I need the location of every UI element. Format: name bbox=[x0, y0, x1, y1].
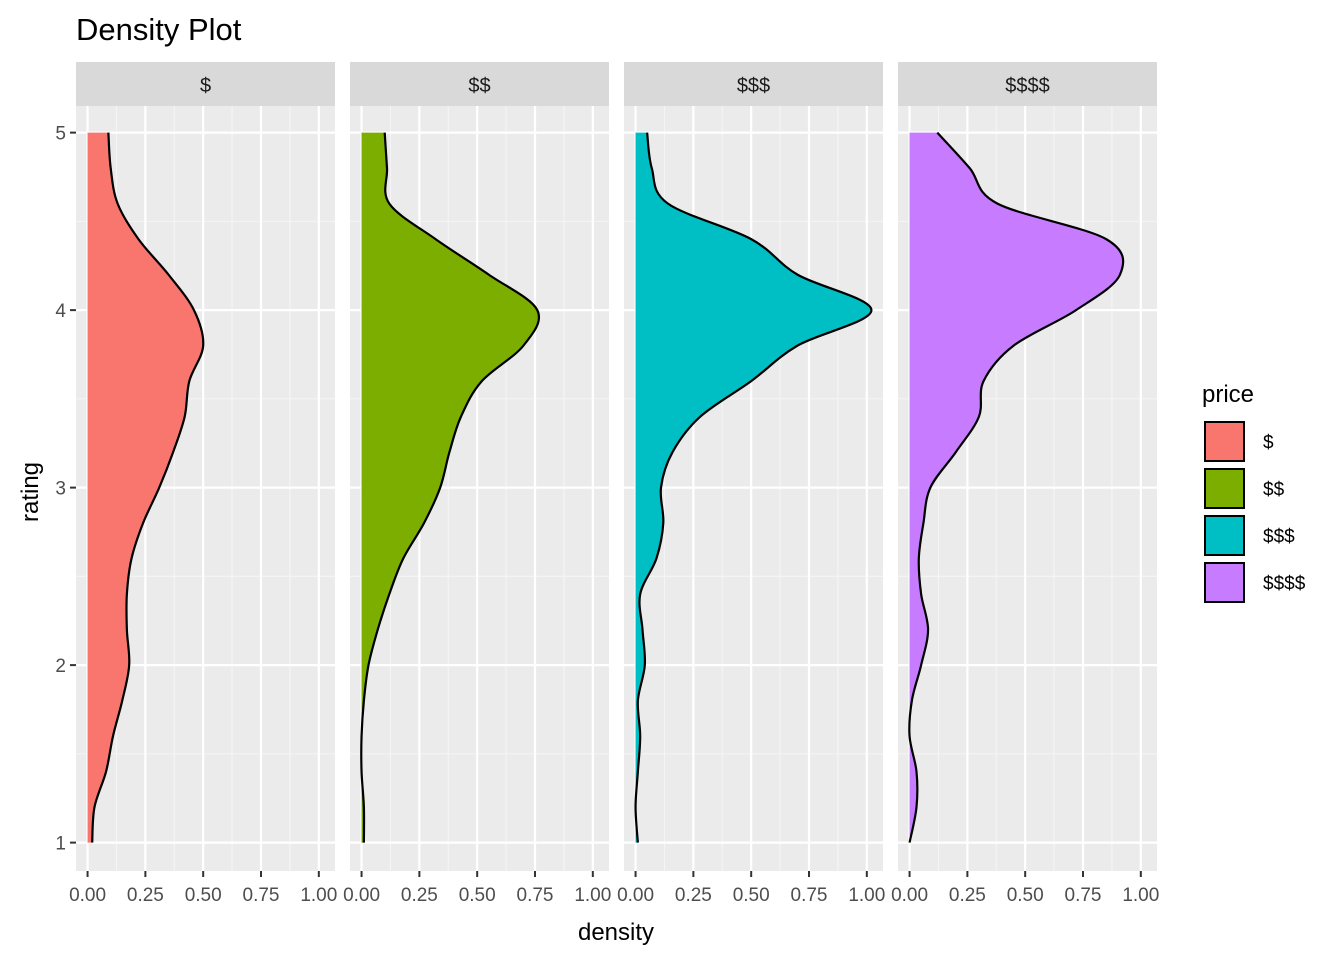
x-tick-label: 0.75 bbox=[1065, 885, 1102, 906]
x-tick-label: 0.75 bbox=[791, 885, 828, 906]
facet-strip-label: $$$$ bbox=[1005, 75, 1050, 97]
legend-title: price bbox=[1202, 381, 1254, 408]
density-area-3 bbox=[635, 132, 872, 843]
y-tick-label: 4 bbox=[55, 301, 66, 322]
y-tick-label: 1 bbox=[55, 834, 66, 855]
facet-strip bbox=[76, 62, 335, 106]
y-axis-title: rating bbox=[17, 462, 44, 522]
density-area-4 bbox=[909, 132, 1124, 843]
facet-panel-4: $$$$ 0.00 0.25 0.50 0.75 1.00 bbox=[891, 62, 1159, 906]
x-tick-label: 0.50 bbox=[1007, 885, 1044, 906]
x-tick-label: 1.00 bbox=[300, 885, 337, 906]
x-tick-label: 0.00 bbox=[69, 885, 106, 906]
x-tick-label: 0.25 bbox=[127, 885, 164, 906]
x-tick-label: 0.00 bbox=[617, 885, 654, 906]
x-tick-label: 0.50 bbox=[733, 885, 770, 906]
legend: price $$$$$$$$$$ bbox=[1202, 381, 1306, 603]
density-area-2 bbox=[361, 132, 539, 843]
x-tick-label: 0.25 bbox=[949, 885, 986, 906]
x-tick-label: 1.00 bbox=[848, 885, 885, 906]
facet-panels: $0.00 0.25 0.50 0.75 1.00 1 2 3 4 5 $$ 0.00 0.25 0.50… bbox=[55, 62, 1159, 906]
facet-strip bbox=[350, 62, 609, 106]
legend-label: $$$ bbox=[1263, 527, 1295, 548]
x-tick-label: 0.75 bbox=[517, 885, 554, 906]
x-tick-label: 1.00 bbox=[574, 885, 611, 906]
facet-strip bbox=[898, 62, 1157, 106]
x-axis-title: density bbox=[578, 919, 654, 946]
density-area-1 bbox=[87, 132, 204, 843]
y-tick-label: 3 bbox=[55, 479, 66, 500]
legend-swatch bbox=[1204, 515, 1245, 556]
legend-label: $$$$ bbox=[1263, 574, 1306, 595]
density-outline-3 bbox=[634, 132, 873, 843]
x-tick-label: 0.00 bbox=[343, 885, 380, 906]
x-tick-label: 0.00 bbox=[891, 885, 928, 906]
x-tick-label: 0.50 bbox=[459, 885, 496, 906]
legend-label: $ bbox=[1263, 433, 1274, 454]
legend-swatch bbox=[1204, 468, 1245, 509]
density-outline-4 bbox=[908, 131, 1125, 843]
facet-strip-label: $ bbox=[200, 75, 211, 97]
y-tick-label: 5 bbox=[55, 124, 66, 145]
legend-label: $$ bbox=[1263, 480, 1285, 501]
x-tick-label: 0.25 bbox=[401, 885, 438, 906]
facet-panel-2: $$ 0.00 0.25 0.50 0.75 1.00 bbox=[343, 62, 611, 906]
x-tick-label: 1.00 bbox=[1122, 885, 1159, 906]
chart-title: Density Plot bbox=[76, 12, 242, 47]
density-outline-1 bbox=[91, 132, 205, 843]
legend-swatch bbox=[1204, 421, 1245, 462]
legend-swatch bbox=[1204, 562, 1245, 603]
y-tick-label: 2 bbox=[55, 656, 66, 677]
facet-panel-3: $$$ 0.00 0.25 0.50 0.75 1.00 bbox=[617, 62, 885, 906]
facet-strip-label: $$$ bbox=[737, 75, 770, 97]
density-outline-2 bbox=[360, 132, 540, 843]
x-tick-label: 0.50 bbox=[185, 885, 222, 906]
facet-panel-1: $0.00 0.25 0.50 0.75 1.00 1 2 3 4 5 bbox=[55, 62, 337, 906]
x-tick-label: 0.25 bbox=[675, 885, 712, 906]
facet-strip bbox=[624, 62, 883, 106]
facet-strip-label: $$ bbox=[468, 75, 490, 97]
x-tick-label: 0.75 bbox=[243, 885, 280, 906]
